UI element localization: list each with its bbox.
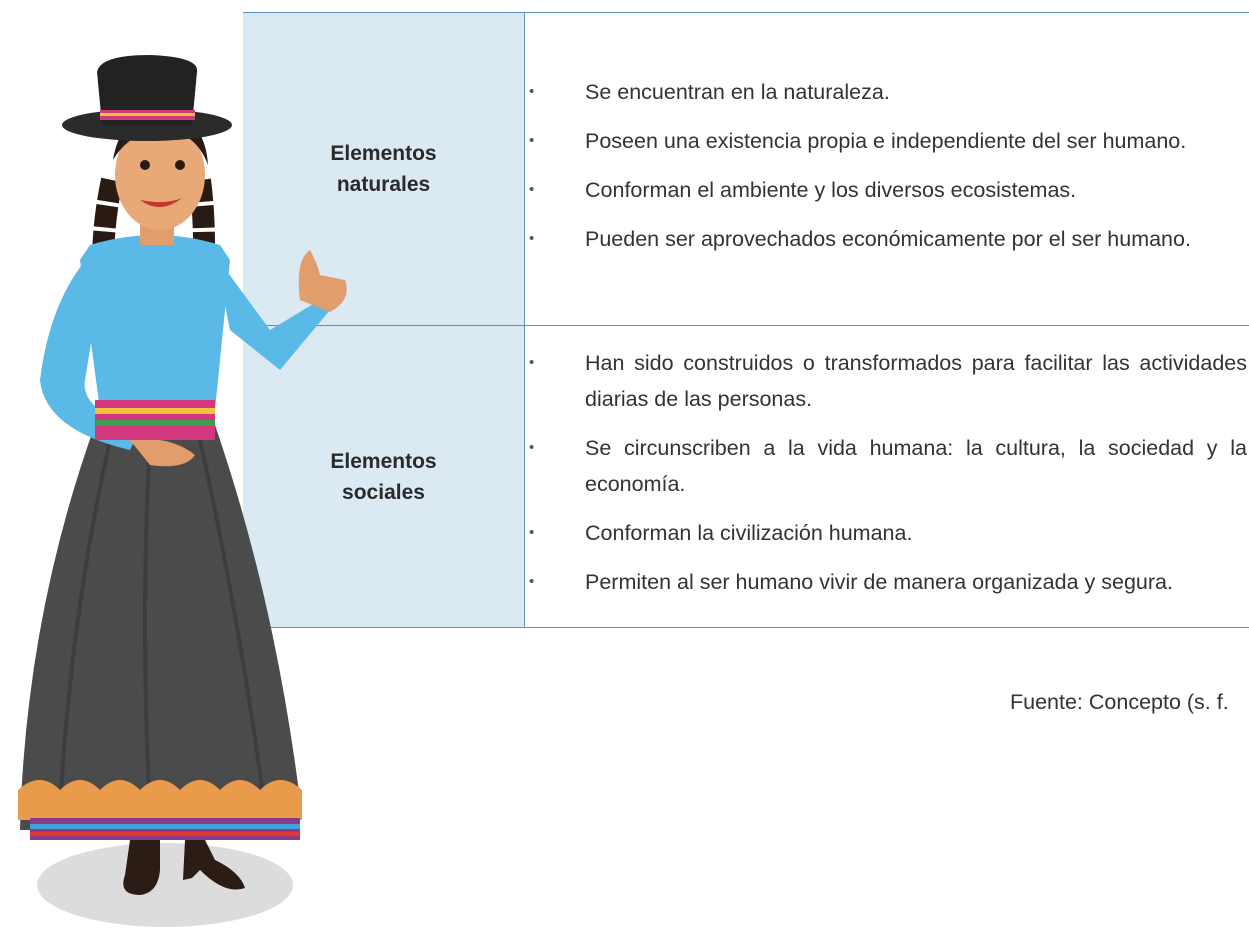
table-row: Elementos naturales Se encuentran en la …: [243, 12, 1249, 326]
list-item: Han sido construidos o transformados par…: [529, 345, 1249, 417]
row-header: Elementos sociales: [243, 325, 525, 628]
list-item: Conforman la civilización humana.: [529, 515, 1249, 551]
list-item: Permiten al ser humano vivir de manera o…: [529, 564, 1249, 600]
table-row: Elementos sociales Han sido construidos …: [243, 325, 1249, 628]
list-item: Conforman el ambiente y los diversos eco…: [529, 172, 1249, 208]
character-illustration: [18, 55, 347, 927]
source-note: Fuente: Concepto (s. f.: [1010, 690, 1229, 714]
list-item: Se circunscriben a la vida humana: la cu…: [529, 430, 1249, 502]
row-header: Elementos naturales: [243, 12, 525, 326]
list-item: Se encuentran en la naturaleza.: [529, 74, 1249, 110]
row-body: Se encuentran en la naturaleza. Poseen un…: [524, 12, 1249, 326]
item-list: Se encuentran en la naturaleza. Poseen un…: [525, 74, 1249, 257]
row-body: Han sido construidos o transformados par…: [524, 325, 1249, 628]
table: Elementos naturales Se encuentran en la …: [243, 12, 1249, 628]
list-item: Poseen una existencia propia e independi…: [529, 123, 1249, 159]
row-header-text: Elementos naturales: [330, 142, 437, 196]
row-header-text: Elementos sociales: [330, 449, 437, 504]
list-item: Pueden ser aprovechados económicamente p…: [529, 221, 1249, 257]
item-list: Han sido construidos o transformados par…: [525, 345, 1249, 600]
